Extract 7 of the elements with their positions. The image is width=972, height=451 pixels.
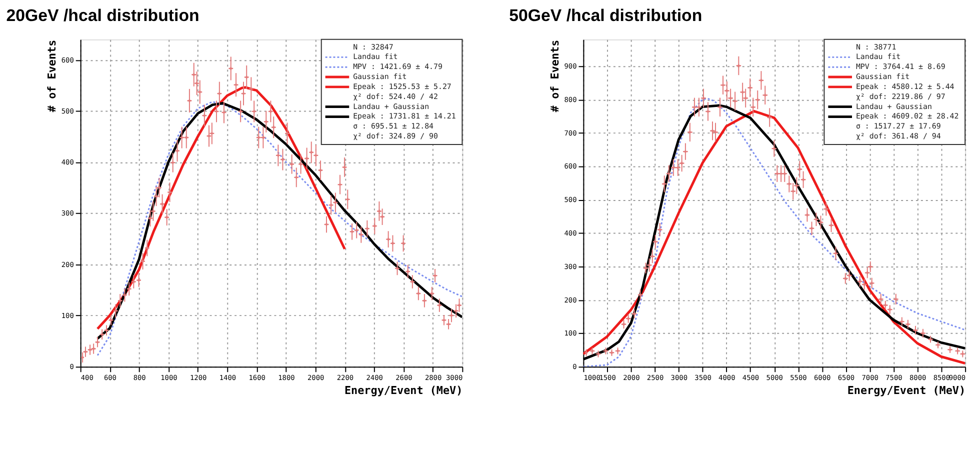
chart-title: 50GeV /hcal distribution — [509, 6, 702, 25]
x-axis-title: Energy/Event (MeV) — [344, 384, 463, 397]
x-axis-title: Energy/Event (MeV) — [847, 384, 966, 397]
line-series — [96, 86, 346, 330]
y-axis-title: # of Events — [548, 40, 562, 112]
y-axis-title: # of Events — [45, 40, 58, 112]
chart-title: 20GeV /hcal distribution — [6, 6, 200, 25]
